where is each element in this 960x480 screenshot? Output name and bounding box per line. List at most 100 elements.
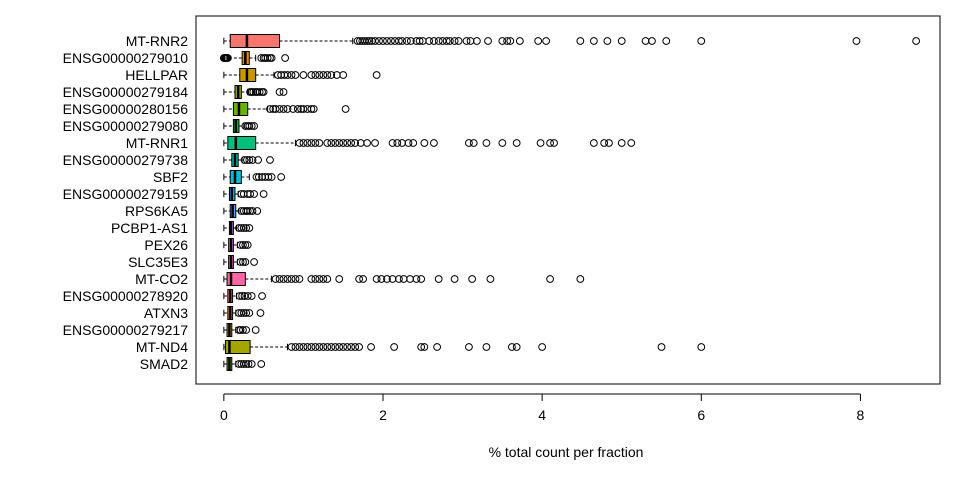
- outlier-point: [327, 139, 336, 147]
- outlier-point: [409, 139, 418, 147]
- outlier-point: [605, 139, 613, 147]
- outlier-point: [323, 343, 332, 351]
- box-sbf2: [223, 170, 286, 184]
- outlier-point: [250, 122, 258, 130]
- outlier-point: [462, 37, 471, 45]
- outlier-point: [245, 309, 254, 317]
- outlier-point: [503, 37, 512, 45]
- outlier-point: [239, 224, 248, 232]
- category-label: SBF2: [153, 169, 188, 185]
- outlier-point: [259, 88, 268, 96]
- outlier-point: [247, 360, 256, 368]
- outlier-point: [315, 343, 324, 351]
- outlier-point: [311, 343, 320, 351]
- outlier-point: [311, 275, 320, 283]
- outlier-point: [339, 71, 348, 79]
- outlier-point: [248, 207, 257, 215]
- outlier-point: [351, 139, 360, 147]
- outlier-point: [542, 37, 551, 45]
- category-label: MT-RNR2: [126, 33, 188, 49]
- category-label: HELLPAR: [125, 67, 188, 83]
- x-axis: 0 2 4 6 8: [220, 393, 865, 423]
- box-hellpar: [223, 68, 381, 82]
- outlier-point: [243, 292, 252, 300]
- outlier-point: [657, 343, 666, 351]
- outlier-point: [291, 343, 300, 351]
- box-ensg00000279184: [223, 85, 288, 99]
- outlier-point: [242, 309, 251, 317]
- outlier-point: [438, 37, 447, 45]
- outlier-point: [247, 122, 256, 130]
- outlier-point: [245, 156, 254, 164]
- outlier-point: [266, 105, 274, 113]
- outlier-point: [242, 326, 251, 334]
- outlier-point: [254, 156, 262, 164]
- outlier-point: [445, 37, 454, 45]
- outlier-point: [287, 71, 296, 79]
- category-label: ENSG00000279184: [63, 84, 189, 100]
- outlier-point: [341, 105, 350, 113]
- outlier-point: [283, 71, 292, 79]
- outlier-point: [383, 275, 391, 283]
- outlier-point: [245, 224, 254, 232]
- outlier-point: [372, 275, 381, 283]
- outlier-point: [239, 360, 248, 368]
- outlier-point: [482, 343, 491, 351]
- outlier-point: [311, 71, 320, 79]
- outlier-point: [250, 190, 258, 198]
- x-axis-title: % total count per fraction: [489, 444, 644, 460]
- outlier-point: [239, 241, 247, 249]
- outlier-point: [303, 139, 312, 147]
- box-ensg00000279010: [219, 51, 290, 65]
- outlier-point: [367, 343, 375, 351]
- outlier-point: [536, 139, 545, 147]
- outlier-point: [327, 71, 336, 79]
- outlier-point: [267, 54, 276, 62]
- box-mt-rnr1: [223, 136, 636, 150]
- outlier-point: [253, 207, 262, 215]
- outlier-point: [420, 139, 429, 147]
- box-ensg00000279159: [223, 187, 268, 201]
- outlier-point: [589, 139, 598, 147]
- outlier-point: [240, 156, 249, 164]
- outlier-point: [415, 37, 424, 45]
- outlier-point: [388, 139, 397, 147]
- outlier-point: [390, 343, 399, 351]
- outlier-point: [355, 275, 364, 283]
- outlier-point: [303, 343, 312, 351]
- outlier-point: [469, 139, 478, 147]
- outlier-point: [402, 37, 411, 45]
- category-labels: MT-RNR2ENSG00000279010HELLPARENSG0000027…: [63, 33, 189, 372]
- outlier-point: [372, 71, 381, 79]
- outlier-point: [246, 190, 255, 198]
- category-label: ENSG00000279080: [63, 118, 189, 134]
- outlier-point: [617, 37, 626, 45]
- outlier-point: [307, 71, 316, 79]
- outlier-point: [648, 37, 656, 45]
- outlier-point: [291, 71, 300, 79]
- outlier-point: [335, 275, 344, 283]
- outlier-point: [486, 275, 495, 283]
- outlier-point: [267, 173, 276, 181]
- outlier-point: [247, 292, 256, 300]
- outlier-point: [295, 139, 304, 147]
- outlier-point: [387, 37, 395, 45]
- outlier-point: [343, 343, 352, 351]
- outlier-point: [245, 122, 254, 130]
- box-pex26: [223, 238, 252, 252]
- outlier-point: [399, 275, 408, 283]
- outlier-point: [434, 37, 443, 45]
- outlier-point: [323, 275, 332, 283]
- outlier-point: [299, 139, 308, 147]
- outlier-point: [256, 309, 265, 317]
- outlier-point: [271, 275, 280, 283]
- outlier-point: [315, 71, 324, 79]
- outlier-point: [252, 173, 261, 181]
- outlier-point: [468, 275, 477, 283]
- outlier-point: [339, 343, 348, 351]
- outlier-point: [404, 139, 413, 147]
- outlier-point: [291, 275, 300, 283]
- outlier-point: [279, 275, 288, 283]
- outlier-point: [484, 37, 492, 45]
